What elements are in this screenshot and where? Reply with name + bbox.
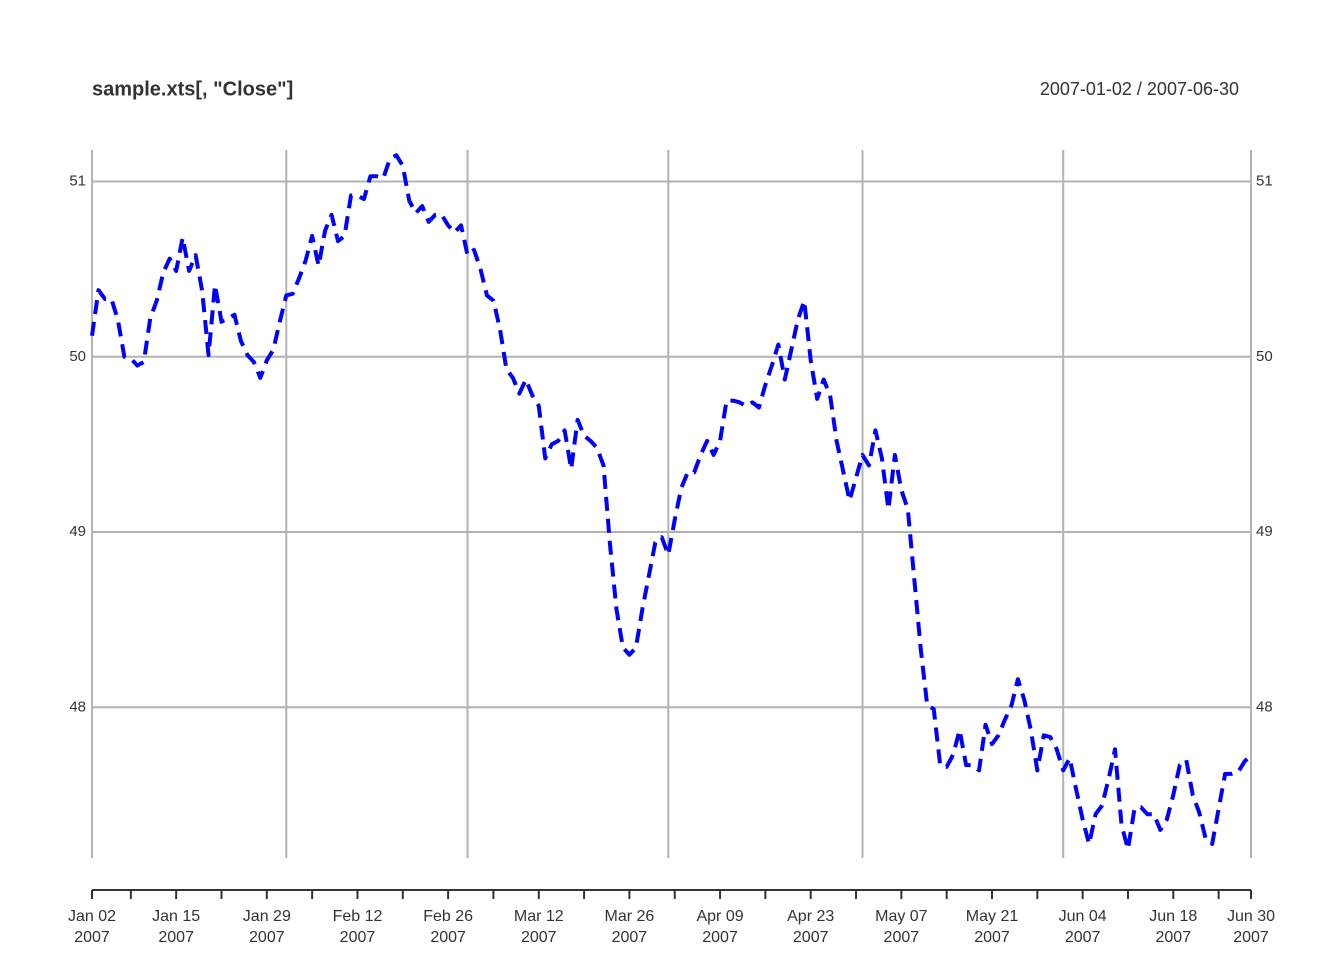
- x-tick-label: Jun 30 2007: [1227, 908, 1275, 946]
- x-tick-label: Mar 26 2007: [605, 908, 655, 946]
- x-tick-label: Jun 04 2007: [1059, 908, 1107, 946]
- x-tick-label: Jan 29 2007: [243, 908, 291, 946]
- y-tick-label: 48: [69, 698, 86, 715]
- x-tick-label: Apr 23 2007: [787, 908, 834, 946]
- chart-title: sample.xts[, "Close"]: [92, 78, 293, 100]
- x-tick-label: Jan 02 2007: [68, 908, 116, 946]
- line-series: [90, 153, 1253, 852]
- x-tick-label: Feb 26 2007: [423, 908, 473, 946]
- x-tick-label: Feb 12 2007: [333, 908, 383, 946]
- y-tick-label-right: 48: [1256, 698, 1273, 715]
- x-tick-label: Apr 09 2007: [696, 908, 743, 946]
- x-tick-label: Mar 12 2007: [514, 908, 564, 946]
- y-tick-label: 51: [69, 173, 86, 190]
- y-tick-label: 49: [69, 523, 86, 540]
- x-tick-label: Jun 18 2007: [1149, 908, 1197, 946]
- y-tick-label-right: 51: [1256, 173, 1273, 190]
- y-tick-label: 50: [69, 348, 86, 365]
- x-tick-label: May 21 2007: [966, 908, 1019, 946]
- y-tick-label-right: 50: [1256, 348, 1273, 365]
- date-range: 2007-01-02 / 2007-06-30: [1040, 79, 1239, 99]
- x-tick-label: May 07 2007: [875, 908, 928, 946]
- y-tick-label-right: 49: [1256, 523, 1273, 540]
- x-tick-label: Jan 15 2007: [152, 908, 200, 946]
